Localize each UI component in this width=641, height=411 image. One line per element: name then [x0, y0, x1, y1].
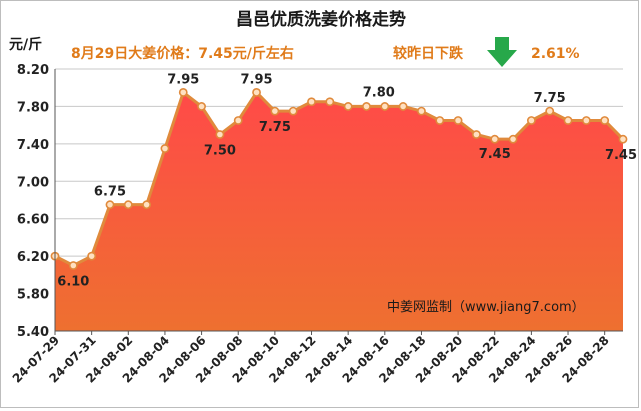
- data-point: [87, 251, 97, 261]
- chart-title: 昌邑优质洗姜价格走势: [236, 9, 406, 30]
- data-point: [270, 106, 280, 116]
- data-point: [435, 116, 445, 125]
- data-label: 6.75: [94, 185, 126, 200]
- change-percent: 2.61%: [531, 46, 580, 62]
- x-axis-ticks: 24-07-2924-07-3124-08-0224-08-0424-08-06…: [10, 331, 612, 386]
- down-arrow-icon: [487, 37, 517, 67]
- data-point: [142, 200, 152, 210]
- data-label: 7.80: [363, 85, 395, 100]
- y-tick-label: 6.20: [17, 250, 49, 265]
- data-label: 7.75: [534, 91, 566, 106]
- data-point: [362, 102, 371, 111]
- data-labels: 6.10 6.75 7.95 7.50 7.95 7.75 7.80 7.45 7.75 7.45: [57, 72, 637, 289]
- data-point: [68, 261, 78, 270]
- change-note: 较昨日下跌: [393, 45, 464, 62]
- data-point: [581, 116, 591, 125]
- y-tick-label: 7.00: [17, 175, 49, 190]
- y-tick-label: 7.80: [17, 100, 49, 115]
- data-markers: [50, 87, 628, 270]
- data-label: 7.45: [605, 148, 637, 163]
- data-point: [178, 87, 188, 97]
- data-point: [618, 134, 628, 144]
- data-point: [417, 106, 426, 116]
- y-axis-ticks: 8.20 7.80 7.40 7.00 6.60 6.20 5.80 5.40: [17, 63, 49, 340]
- data-label: 7.50: [204, 144, 236, 159]
- source-watermark: 中姜网监制（www.jiang7.com）: [387, 300, 585, 315]
- data-label: 7.75: [259, 120, 291, 135]
- data-point: [563, 116, 573, 125]
- y-tick-label: 8.20: [17, 63, 49, 78]
- data-point: [123, 200, 133, 210]
- data-label: 7.95: [167, 72, 199, 87]
- data-point: [508, 134, 518, 144]
- data-point: [325, 97, 335, 107]
- data-point: [252, 87, 261, 97]
- data-point: [343, 102, 353, 111]
- y-tick-label: 6.60: [17, 213, 49, 228]
- data-point: [307, 97, 316, 107]
- y-tick-label: 5.40: [17, 325, 49, 340]
- y-tick-label: 7.40: [17, 138, 49, 153]
- data-point: [380, 102, 390, 111]
- data-label: 6.10: [57, 275, 89, 290]
- data-point: [197, 102, 206, 111]
- data-label: 7.95: [241, 72, 273, 87]
- data-point: [160, 144, 170, 153]
- y-tick-label: 5.80: [17, 288, 49, 303]
- data-point: [453, 116, 463, 125]
- data-point: [398, 102, 408, 111]
- data-point: [472, 130, 481, 139]
- y-axis-unit: 元/斤: [9, 36, 42, 53]
- data-point: [233, 116, 243, 125]
- data-point: [215, 130, 225, 139]
- data-point: [600, 116, 610, 125]
- data-point: [288, 106, 298, 116]
- data-point: [490, 134, 500, 144]
- data-point: [526, 116, 536, 125]
- data-point: [545, 106, 555, 116]
- price-area: [55, 92, 623, 332]
- data-point: [105, 200, 115, 210]
- price-note: 8月29日大姜价格：7.45元/斤左右: [71, 45, 294, 62]
- data-label: 7.45: [479, 147, 511, 162]
